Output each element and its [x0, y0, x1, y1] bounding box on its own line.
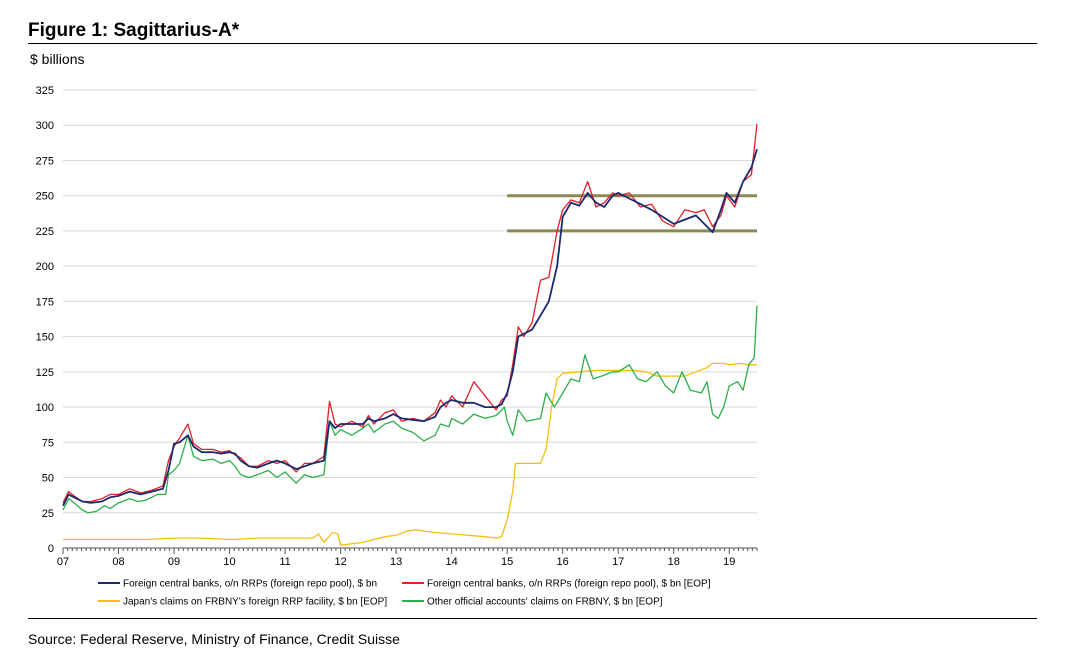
y-tick-label: 175: [36, 296, 54, 308]
title-rule: [28, 43, 1037, 44]
x-tick-label: 13: [390, 556, 402, 568]
y-tick-label: 100: [36, 402, 54, 414]
series-line-3: [63, 362, 757, 546]
x-tick-label: 07: [57, 556, 69, 568]
legend-label: Other official accounts' claims on FRBNY…: [427, 597, 663, 608]
y-tick-label: 125: [36, 367, 54, 379]
source-note: Source: Federal Reserve, Ministry of Fin…: [28, 631, 400, 647]
y-tick-label: 300: [36, 120, 54, 132]
y-tick-label: 25: [42, 508, 54, 520]
y-tick-label: 200: [36, 261, 54, 273]
series-line-4: [62, 305, 758, 514]
gridlines: [63, 89, 757, 514]
y-tick-label: 225: [36, 226, 54, 238]
y-tick-label: 275: [36, 155, 54, 167]
legend-label: Japan's claims on FRBNY's foreign RRP fa…: [123, 597, 387, 608]
y-tick-label: 0: [48, 543, 54, 555]
x-tick-label: 17: [612, 556, 624, 568]
legend-label: Foreign central banks, o/n RRPs (foreign…: [123, 579, 377, 590]
y-tick-label: 150: [36, 332, 54, 344]
y-axis-unit-label: $ billions: [30, 51, 85, 67]
x-tick-label: 11: [279, 556, 290, 568]
y-tick-label: 325: [36, 85, 54, 97]
legend: Foreign central banks, o/n RRPs (foreign…: [98, 579, 711, 608]
y-tick-label: 250: [36, 191, 54, 203]
x-tick-label: 08: [112, 556, 124, 568]
legend-label: Foreign central banks, o/n RRPs (foreign…: [427, 579, 711, 590]
figure-title: Figure 1: Sagittarius-A*: [28, 20, 240, 41]
x-tick-label: 16: [557, 556, 569, 568]
x-tick-label: 09: [168, 556, 180, 568]
x-tick-label: 10: [223, 556, 235, 568]
x-tick-label: 19: [723, 556, 735, 568]
x-tick-label: 15: [501, 556, 513, 568]
x-tick-label: 14: [446, 556, 458, 568]
x-tick-label: 18: [668, 556, 680, 568]
x-axis: 07 08 09 10 11 12 13 14 15 16 17 18 19: [57, 547, 758, 568]
series-lines: [62, 123, 758, 546]
y-axis-ticks: 0 25 50 75 100 125 150 175 200 225 250 275 300 325: [36, 85, 54, 555]
x-tick-label: 12: [334, 556, 346, 568]
series-line-1: [62, 148, 758, 507]
y-tick-label: 75: [42, 437, 54, 449]
y-tick-label: 50: [42, 473, 54, 485]
footer-rule: [28, 618, 1037, 619]
series-line-2: [62, 123, 758, 504]
